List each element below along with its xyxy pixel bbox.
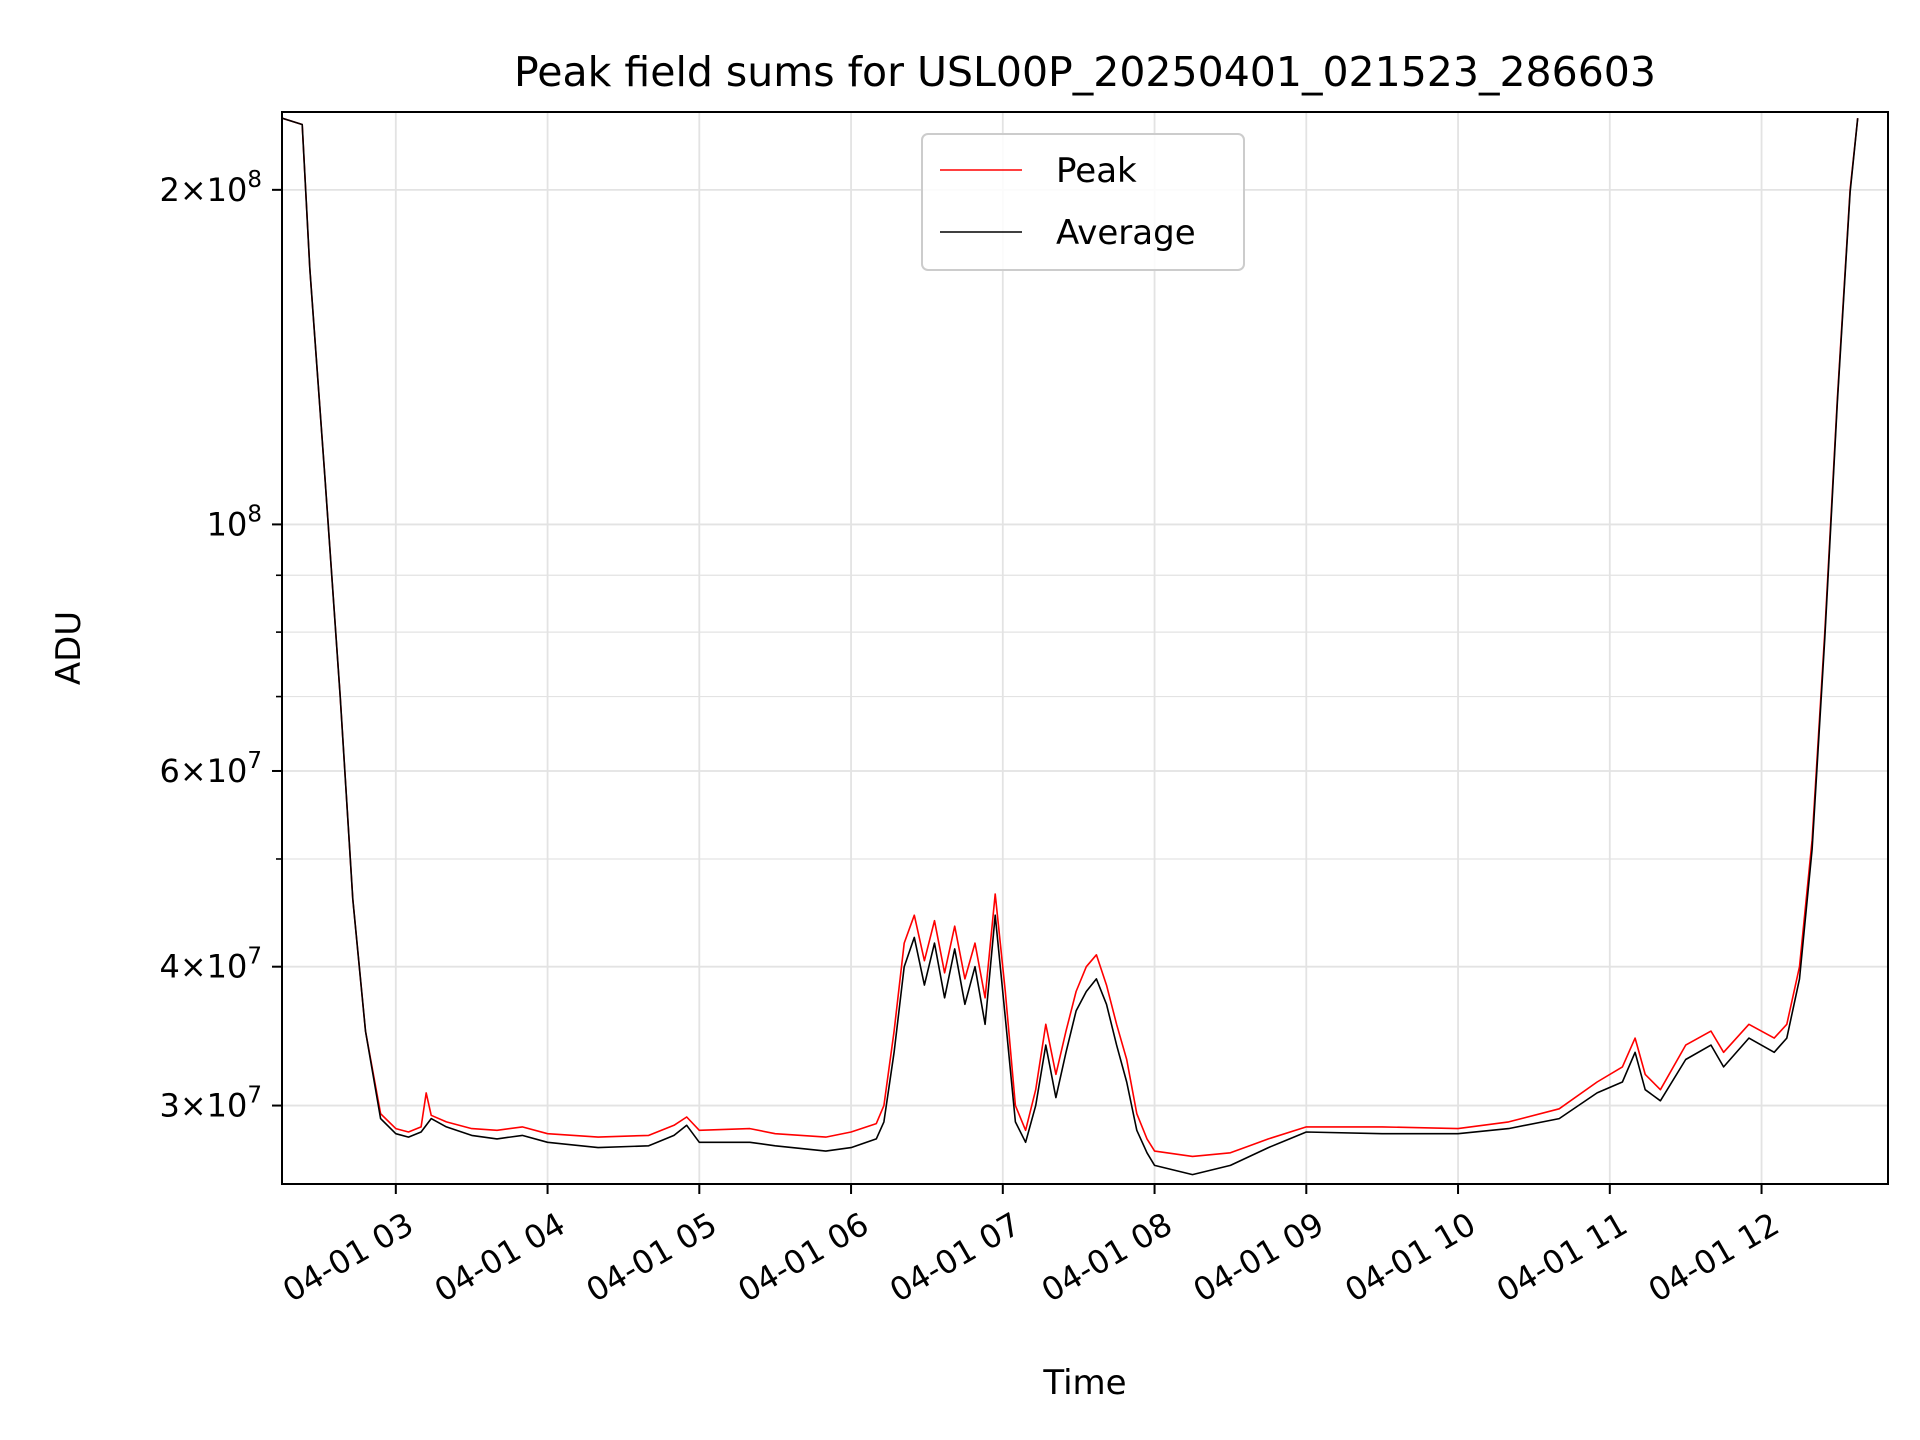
axes-frame <box>281 111 1889 1185</box>
series-line-average <box>282 117 1859 1176</box>
series-line-peak <box>282 117 1859 1158</box>
series-layer <box>282 117 1859 1176</box>
legend-box <box>921 133 1245 271</box>
legend-label-peak: Peak <box>1056 151 1137 191</box>
chart-title: Peak field sums for USL00P_20250401_0215… <box>514 48 1656 96</box>
y-tick-label: 3×107 <box>159 1083 262 1125</box>
x-axis-label: Time <box>1042 1363 1126 1403</box>
y-axis-label: ADU <box>49 611 89 685</box>
legend: Peak Average <box>921 133 1245 271</box>
y-tick-label: 2×108 <box>159 167 262 209</box>
y-tick-label: 6×107 <box>159 748 262 790</box>
y-tick-label: 4×107 <box>159 944 262 986</box>
legend-label-average: Average <box>1056 213 1196 253</box>
